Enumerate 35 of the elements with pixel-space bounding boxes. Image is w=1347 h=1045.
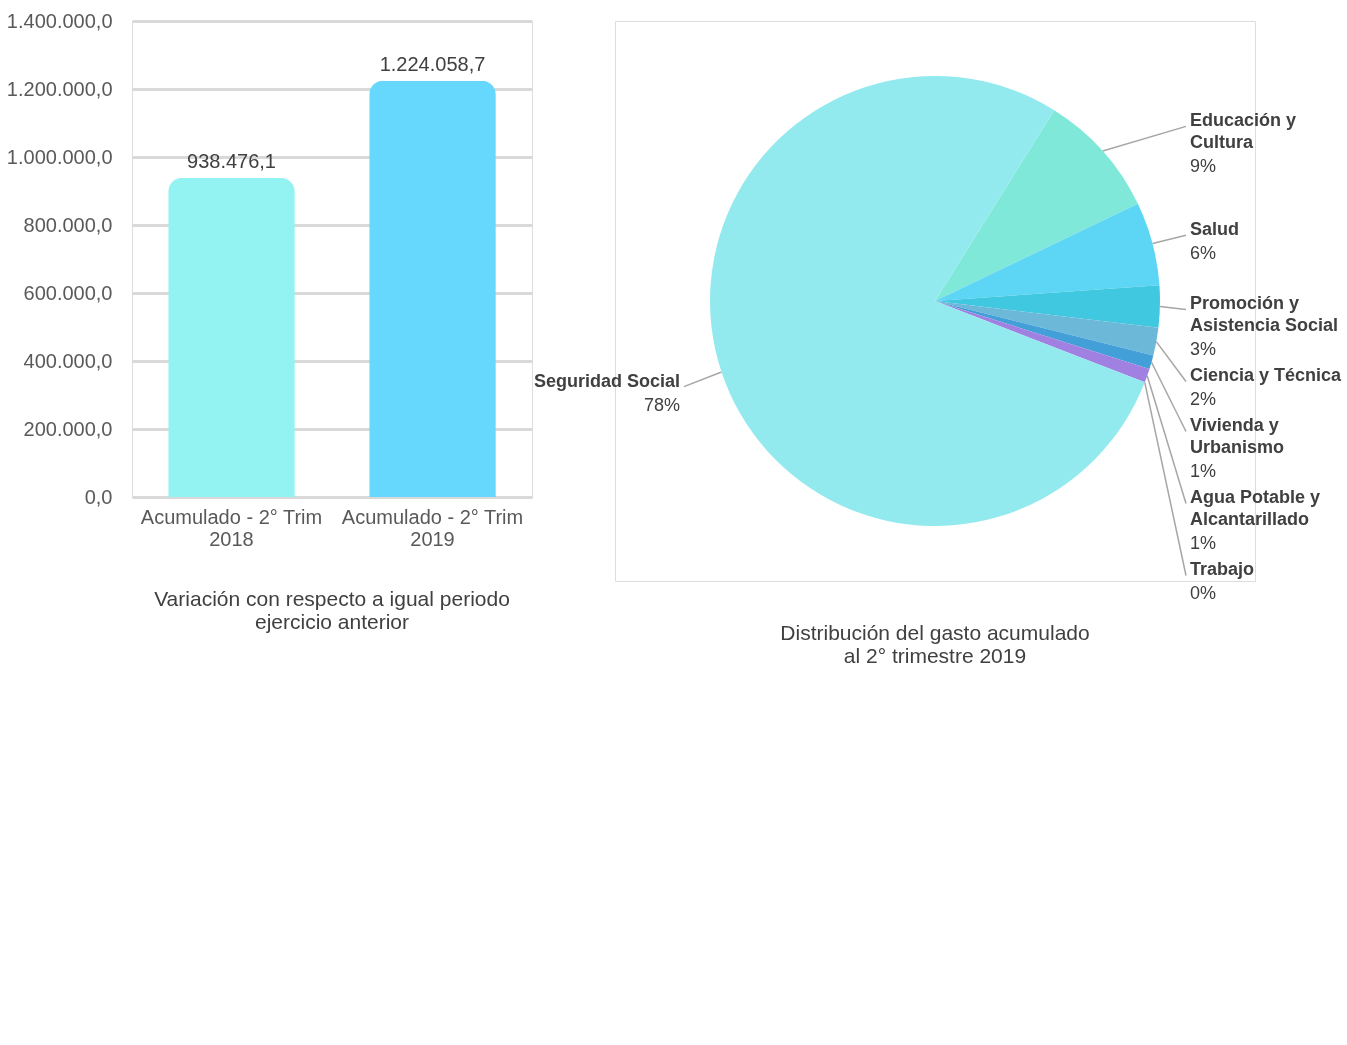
data-label: 3%	[1190, 339, 1217, 360]
pie-slice	[935, 110, 1138, 301]
x-tick-label: Acumulado - 2° Trim 2019	[341, 505, 524, 550]
y-tick-label: 600.000,0	[23, 281, 113, 304]
data-label: 1%	[1190, 533, 1217, 554]
pie-slice	[935, 203, 1160, 301]
slice-label: Ciencia y Técnica	[1190, 365, 1343, 386]
y-tick-label: 1.200.000,0	[6, 77, 113, 100]
y-tick-label: 1.000.000,0	[6, 145, 113, 168]
data-label: 1%	[1190, 461, 1217, 482]
slice-label: Vivienda y Urbanismo	[1190, 415, 1285, 458]
slice-label: Agua Potable y Alcantarillado	[1190, 487, 1321, 530]
data-label: 78%	[643, 394, 680, 415]
y-tick-label: 400.000,0	[23, 349, 113, 372]
y-tick-label: 0,0	[84, 485, 113, 508]
x-tick-label: Acumulado - 2° Trim 2018	[140, 505, 323, 550]
pie-slice	[710, 76, 1145, 526]
data-label: 1.224.058,7	[379, 52, 486, 75]
text: Distribución del gasto acumulado al 2° trimestre 2019	[780, 621, 1090, 668]
slice-label: Educación y Cultura	[1190, 110, 1297, 153]
data-label: 938.476,1	[187, 149, 276, 172]
slice-label: Promoción y Asistencia Social	[1190, 293, 1339, 336]
slice-label: Seguridad Social	[533, 370, 680, 391]
text: 0%	[1190, 583, 1217, 604]
pie-slice	[935, 301, 1150, 383]
pie-slice	[935, 301, 1159, 356]
y-tick-label: 800.000,0	[23, 213, 113, 236]
slice-label: Salud	[1190, 219, 1240, 240]
y-tick-label: 1.400.000,0	[6, 9, 113, 32]
y-tick-label: 200.000,0	[23, 417, 113, 440]
category-label: Trabajo	[1190, 559, 1255, 580]
data-label: 6%	[1190, 243, 1217, 264]
data-label: 2%	[1190, 389, 1217, 410]
data-label: 9%	[1190, 156, 1217, 177]
text: Variación con respecto a igual periodo ejercicio anterior	[154, 587, 510, 633]
